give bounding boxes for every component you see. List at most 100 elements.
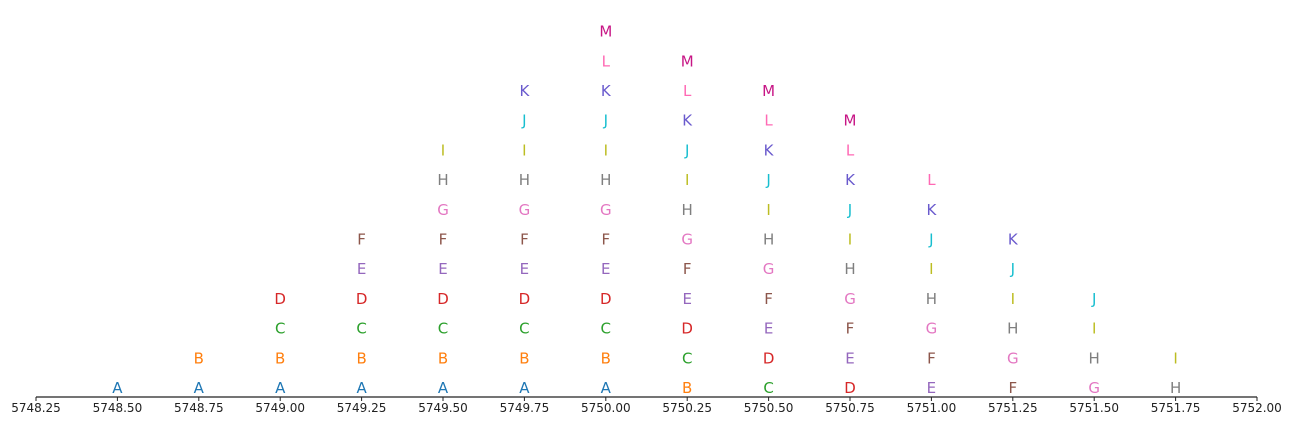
letter-mark-h: H bbox=[844, 260, 855, 278]
letter-mark-m: M bbox=[762, 82, 775, 100]
letter-mark-h: H bbox=[437, 171, 448, 189]
letter-mark-d: D bbox=[844, 379, 856, 397]
letter-mark-k: K bbox=[764, 141, 775, 159]
x-tick-label: 5750.25 bbox=[662, 401, 712, 415]
letter-mark-i: I bbox=[441, 141, 445, 159]
letter-mark-d: D bbox=[519, 290, 531, 308]
letter-mark-g: G bbox=[844, 290, 856, 308]
letter-mark-f: F bbox=[927, 349, 936, 367]
letter-mark-h: H bbox=[1007, 320, 1018, 338]
x-tick-label: 5749.75 bbox=[500, 401, 550, 415]
letter-mark-f: F bbox=[439, 231, 448, 249]
letter-mark-j: J bbox=[847, 201, 852, 219]
letter-mark-k: K bbox=[845, 171, 856, 189]
letter-mark-i: I bbox=[766, 201, 770, 219]
x-tick-label: 5751.25 bbox=[988, 401, 1038, 415]
letter-mark-f: F bbox=[520, 231, 529, 249]
x-tick-label: 5750.75 bbox=[825, 401, 875, 415]
letter-mark-j: J bbox=[603, 112, 608, 130]
letter-mark-g: G bbox=[437, 201, 449, 219]
letter-mark-d: D bbox=[763, 349, 775, 367]
letter-mark-b: B bbox=[519, 349, 529, 367]
x-axis-ticks: 5748.25 5748.50 5748.75 5749.00 5749.25 5749.… bbox=[11, 397, 1282, 415]
letter-mark-f: F bbox=[846, 320, 855, 338]
letter-mark-c: C bbox=[519, 320, 529, 338]
letter-mark-h: H bbox=[682, 201, 693, 219]
letter-mark-e: E bbox=[682, 290, 691, 308]
letter-mark-e: E bbox=[520, 260, 529, 278]
letter-mark-a: A bbox=[356, 379, 367, 397]
letter-mark-c: C bbox=[275, 320, 285, 338]
letter-mark-g: G bbox=[1007, 349, 1019, 367]
letter-mark-h: H bbox=[1170, 379, 1181, 397]
letter-mark-l: L bbox=[683, 82, 692, 100]
x-tick-label: 5752.00 bbox=[1232, 401, 1282, 415]
letter-mark-k: K bbox=[926, 201, 937, 219]
x-tick-label: 5749.25 bbox=[337, 401, 387, 415]
letter-mark-c: C bbox=[356, 320, 366, 338]
letter-mark-g: G bbox=[519, 201, 531, 219]
letter-mark-c: C bbox=[763, 379, 773, 397]
letter-mark-f: F bbox=[683, 260, 692, 278]
letter-mark-k: K bbox=[1008, 231, 1019, 249]
letter-mark-h: H bbox=[519, 171, 530, 189]
letter-mark-i: I bbox=[1173, 349, 1177, 367]
letter-mark-e: E bbox=[438, 260, 447, 278]
letter-mark-a: A bbox=[438, 379, 449, 397]
letter-mark-f: F bbox=[601, 231, 610, 249]
letter-mark-i: I bbox=[1011, 290, 1015, 308]
letter-mark-f: F bbox=[1008, 379, 1017, 397]
letter-mark-b: B bbox=[601, 349, 611, 367]
x-tick-label: 5750.00 bbox=[581, 401, 631, 415]
letter-mark-j: J bbox=[765, 171, 770, 189]
x-tick-label: 5751.50 bbox=[1069, 401, 1119, 415]
letter-mark-g: G bbox=[681, 231, 693, 249]
letter-mark-g: G bbox=[926, 320, 938, 338]
x-tick-label: 5748.50 bbox=[93, 401, 143, 415]
letter-mark-j: J bbox=[684, 141, 689, 159]
letter-mark-d: D bbox=[356, 290, 368, 308]
letter-mark-b: B bbox=[438, 349, 448, 367]
letter-mark-i: I bbox=[604, 141, 608, 159]
letter-mark-h: H bbox=[600, 171, 611, 189]
letter-mark-a: A bbox=[275, 379, 286, 397]
letter-mark-m: M bbox=[844, 112, 857, 130]
letter-mark-e: E bbox=[764, 320, 773, 338]
letter-mark-d: D bbox=[274, 290, 286, 308]
letter-mark-g: G bbox=[600, 201, 612, 219]
letter-mark-a: A bbox=[519, 379, 530, 397]
letter-mark-a: A bbox=[601, 379, 612, 397]
x-tick-label: 5748.25 bbox=[11, 401, 61, 415]
x-tick-label: 5750.50 bbox=[744, 401, 794, 415]
letter-mark-e: E bbox=[927, 379, 936, 397]
letter-mark-l: L bbox=[764, 112, 773, 130]
letter-mark-d: D bbox=[681, 320, 693, 338]
letter-mark-k: K bbox=[682, 112, 693, 130]
letter-mark-a: A bbox=[194, 379, 205, 397]
letter-mark-b: B bbox=[194, 349, 204, 367]
letter-mark-i: I bbox=[1092, 320, 1096, 338]
letter-mark-d: D bbox=[600, 290, 612, 308]
letter-mark-c: C bbox=[438, 320, 448, 338]
letter-mark-j: J bbox=[521, 112, 526, 130]
letter-mark-j: J bbox=[1091, 290, 1096, 308]
letter-mark-g: G bbox=[1088, 379, 1100, 397]
letter-mark-c: C bbox=[682, 349, 692, 367]
letter-mark-h: H bbox=[1089, 349, 1100, 367]
letter-mark-h: H bbox=[926, 290, 937, 308]
letter-mark-g: G bbox=[763, 260, 775, 278]
x-tick-label: 5748.75 bbox=[174, 401, 224, 415]
letter-mark-m: M bbox=[681, 52, 694, 70]
letter-mark-k: K bbox=[601, 82, 612, 100]
letter-mark-h: H bbox=[763, 231, 774, 249]
letter-marks: A ABABCDABCDEFABCDEFGHIABCDEFGHIJKABCDEFG… bbox=[112, 23, 1181, 397]
letter-mark-b: B bbox=[275, 349, 285, 367]
letter-mark-e: E bbox=[845, 349, 854, 367]
x-tick-label: 5749.50 bbox=[418, 401, 468, 415]
x-tick-label: 5751.00 bbox=[907, 401, 957, 415]
x-tick-label: 5749.00 bbox=[255, 401, 305, 415]
letter-mark-i: I bbox=[685, 171, 689, 189]
letter-mark-a: A bbox=[112, 379, 123, 397]
letter-mark-j: J bbox=[928, 231, 933, 249]
